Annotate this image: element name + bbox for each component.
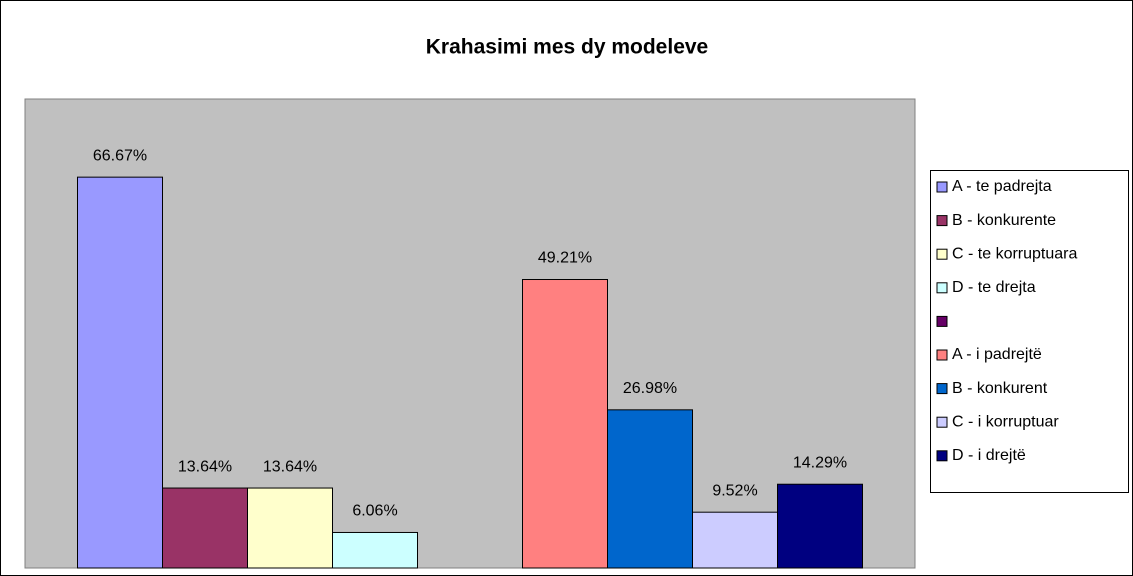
legend-label: B - konkurent — [952, 380, 1048, 397]
legend-swatch — [936, 282, 948, 294]
legend-label: C - i korruptuar — [952, 413, 1059, 430]
bar — [777, 483, 863, 569]
legend-label: C - te korruptuara — [952, 245, 1077, 262]
legend-label: D - te drejta — [952, 279, 1036, 296]
legend-label: A - i padrejtë — [952, 346, 1042, 363]
data-label: 14.29% — [793, 454, 847, 471]
legend-swatch — [936, 315, 948, 327]
legend-label: A - te padrejta — [952, 178, 1052, 195]
legend-swatch — [936, 349, 948, 361]
legend-swatch — [936, 450, 948, 462]
legend-label: B - konkurente — [952, 212, 1056, 229]
bar — [162, 487, 248, 569]
data-label: 6.06% — [352, 503, 397, 520]
data-label: 49.21% — [538, 250, 592, 267]
legend-swatch — [936, 248, 948, 260]
bar — [247, 487, 333, 569]
chart-title: Krahasimi mes dy modeleve — [426, 36, 708, 59]
data-label: 9.52% — [712, 482, 757, 499]
bar — [332, 531, 418, 569]
legend-label: D - i drejtë — [952, 447, 1026, 464]
legend-swatch — [936, 416, 948, 428]
data-label: 66.67% — [93, 147, 147, 164]
legend — [930, 170, 1129, 493]
bar — [522, 279, 608, 569]
legend-swatch — [936, 215, 948, 227]
data-label: 13.64% — [263, 458, 317, 475]
data-label: 26.98% — [623, 380, 677, 397]
bar — [692, 511, 778, 569]
legend-swatch — [936, 383, 948, 395]
legend-swatch — [936, 181, 948, 193]
bar — [607, 409, 693, 569]
data-label: 13.64% — [178, 458, 232, 475]
bar — [77, 176, 163, 569]
